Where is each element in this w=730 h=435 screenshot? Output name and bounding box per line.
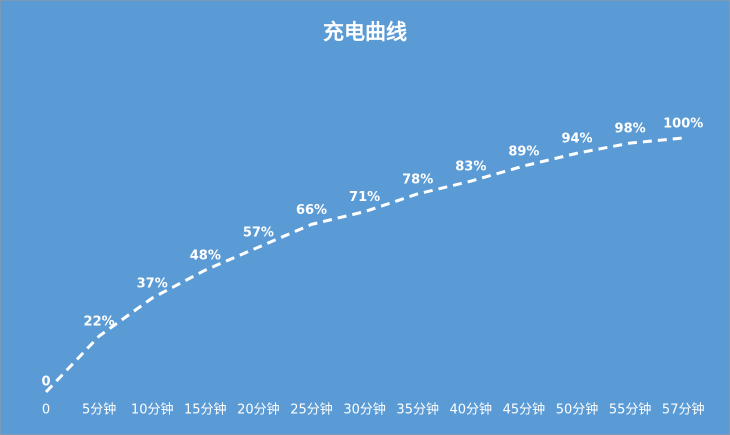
data-label: 0: [41, 375, 50, 390]
x-tick-label: 15分钟: [184, 402, 227, 418]
data-label: 89%: [508, 144, 539, 159]
data-label: 98%: [615, 122, 646, 137]
data-label: 71%: [349, 190, 380, 205]
x-tick-label: 45分钟: [503, 402, 546, 418]
line: [44, 136, 684, 394]
x-tick-label: 35分钟: [396, 402, 439, 418]
data-label: 22%: [84, 315, 115, 330]
data-label: 78%: [402, 172, 433, 187]
x-tick-label: 30分钟: [343, 402, 386, 418]
data-label: 48%: [190, 249, 221, 264]
x-tick-label: 10分钟: [131, 402, 174, 418]
x-tick-label: 20分钟: [237, 402, 280, 418]
data-label: 100%: [663, 117, 703, 132]
x-tick-label: 25分钟: [290, 402, 333, 418]
data-label: 66%: [296, 203, 327, 218]
x-tick-label: 55分钟: [609, 402, 652, 418]
chart-title: 充电曲线: [323, 20, 407, 44]
data-label: 37%: [137, 277, 168, 292]
data-label: 83%: [455, 160, 486, 175]
x-tick-label: 0: [42, 403, 50, 418]
data-label: 57%: [243, 226, 274, 241]
x-tick-label: 40分钟: [450, 402, 493, 418]
x-tick-label: 5分钟: [82, 402, 116, 418]
data-label: 94%: [561, 132, 592, 147]
x-tick-label: 57分钟: [662, 402, 705, 418]
x-tick-label: 50分钟: [556, 402, 599, 418]
